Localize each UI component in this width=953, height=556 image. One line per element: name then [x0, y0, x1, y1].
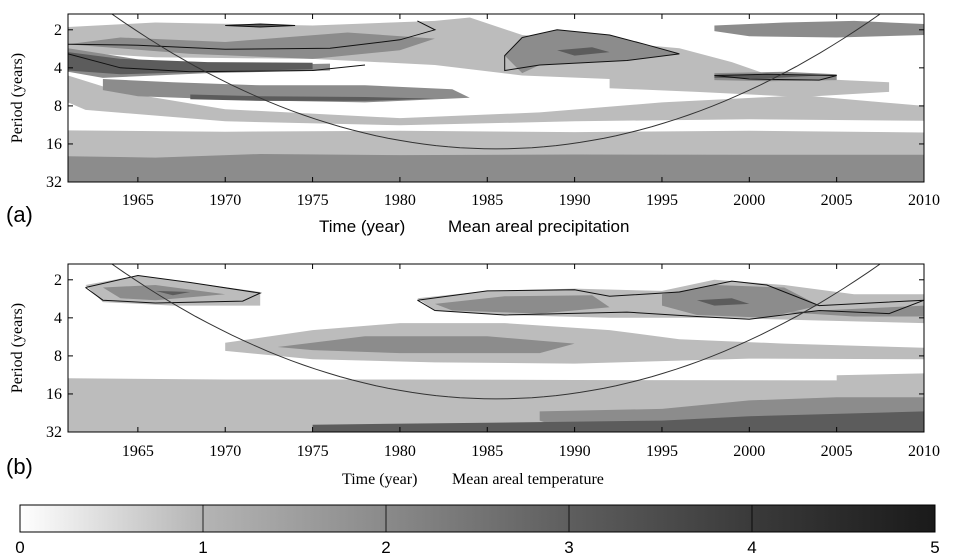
- panel-b-xtick-label: 1985: [471, 443, 503, 460]
- panel-a-contour-3: [714, 73, 837, 81]
- panel-a-power-region-10: [68, 154, 924, 182]
- panel-b: 1965 1970 1975 1980 1985 1990 1995 2000 2005 2010…: [6, 263, 940, 488]
- panel-a-ytick-label: 32: [46, 174, 62, 191]
- panel-b-xlabel: Time (year): [342, 471, 417, 488]
- panel-a-ytick-label: 2: [54, 22, 62, 39]
- colorbar-ticks: 0 1 2 3 4 5: [15, 505, 940, 556]
- panel-a-xtick-label: 1995: [646, 192, 678, 209]
- panel-b-power-region-10: [312, 411, 924, 432]
- panel-a-power-region-9: [714, 20, 924, 38]
- panel-b-xtick-label: 1990: [559, 443, 591, 460]
- panel-a-xtick-label: 2005: [821, 192, 853, 209]
- panel-b-xtick-label: 1970: [209, 443, 241, 460]
- panel-a-contour-4: [225, 23, 296, 28]
- panel-b-xtick-label: 2000: [733, 443, 765, 460]
- panel-b-contour-0: [85, 274, 262, 304]
- panel-a-xlabel: Time (year): [319, 217, 405, 236]
- panel-b-xtick-label: 1980: [384, 443, 416, 460]
- panel-a-power-region-4: [68, 32, 435, 59]
- panel-a-ytick-label: 8: [54, 98, 62, 115]
- panel-a-power-region-2: [609, 66, 890, 97]
- panel-a-power-region-1: [68, 17, 767, 85]
- panel-a-cone-of-influence: [110, 14, 882, 150]
- panel-a-contours: [68, 20, 837, 81]
- panel-a-ylabel: Period (years): [9, 53, 26, 143]
- panel-a-xtick-label: 1975: [297, 192, 329, 209]
- panel-b-power-region-12: [696, 298, 750, 306]
- panel-b-plot: [68, 264, 924, 432]
- panel-b-ylabel: Period (years): [9, 303, 26, 393]
- panel-b-xtick-label: 1995: [646, 443, 678, 460]
- panel-b-power-region-11: [155, 290, 191, 296]
- panel-b-power-region-6: [434, 295, 610, 314]
- panel-a: 1965 1970 1975 1980 1985 1990 1995 2000 2005 2010…: [6, 13, 940, 236]
- panel-b-frame: [67, 263, 925, 433]
- panel-b-xtick-label: 2005: [821, 443, 853, 460]
- panel-a-xtick-label: 1970: [209, 192, 241, 209]
- panel-b-ytick-label: 16: [46, 386, 62, 403]
- panel-a-xtick-label: 1985: [471, 192, 503, 209]
- panel-b-ytick-label: 4: [54, 310, 62, 327]
- panel-a-ytick-label: 4: [54, 60, 62, 77]
- panel-b-ytick-label: 8: [54, 348, 62, 365]
- colorbar-tick-label: 4: [747, 538, 756, 556]
- panel-a-power-region-13: [557, 47, 610, 56]
- panel-a-power-region-12: [190, 94, 435, 101]
- panel-a-power-region-0: [68, 75, 924, 126]
- colorbar-tick-label: 3: [564, 538, 573, 556]
- panel-a-power-region-14: [714, 74, 820, 79]
- panel-a-xtick-label: 1965: [122, 192, 154, 209]
- panel-b-ytick-label: 2: [54, 272, 62, 289]
- colorbar-tick-label: 5: [930, 538, 939, 556]
- panel-b-power-region-1: [225, 323, 924, 364]
- panel-b-xtick-label: 2010: [908, 443, 940, 460]
- panel-a-contour-0: [68, 20, 437, 50]
- colorbar-bar: [19, 504, 936, 533]
- panel-a-ticks: 1965 1970 1975 1980 1985 1990 1995 2000 2005 2010…: [46, 14, 940, 209]
- panel-a-regions: [68, 17, 924, 182]
- panel-a-xtick-label: 2010: [908, 192, 940, 209]
- panel-b-contours: [85, 274, 924, 320]
- panel-a-frame: [67, 13, 925, 183]
- panel-b-power-region-5: [277, 336, 575, 354]
- panel-b-ytick-label: 32: [46, 424, 62, 441]
- panel-a-ytick-label: 16: [46, 136, 62, 153]
- colorbar: 0 1 2 3 4 5: [15, 504, 940, 556]
- panel-b-xtick-label: 1965: [122, 443, 154, 460]
- panel-a-xtick-label: 2000: [733, 192, 765, 209]
- panel-a-contour-2: [504, 29, 680, 72]
- panel-a-label: (a): [6, 202, 33, 227]
- panel-b-regions: [68, 275, 924, 432]
- panel-a-title: Mean areal precipitation: [448, 217, 629, 236]
- colorbar-tick-label: 1: [198, 538, 207, 556]
- panel-a-xtick-label: 1980: [384, 192, 416, 209]
- colorbar-tick-label: 0: [15, 538, 24, 556]
- panel-b-contour-1: [417, 280, 924, 320]
- panel-b-xtick-label: 1975: [297, 443, 329, 460]
- panel-b-ticks: 1965 1970 1975 1980 1985 1990 1995 2000 2005 2010…: [46, 264, 940, 460]
- panel-b-cone-of-influence: [110, 264, 882, 400]
- panel-b-title: Mean areal temperature: [452, 471, 604, 488]
- panel-a-xtick-label: 1990: [559, 192, 591, 209]
- panel-a-plot: [68, 14, 924, 182]
- colorbar-tick-label: 2: [381, 538, 390, 556]
- panel-a-contour-1: [68, 53, 366, 73]
- panel-b-label: (b): [6, 454, 33, 479]
